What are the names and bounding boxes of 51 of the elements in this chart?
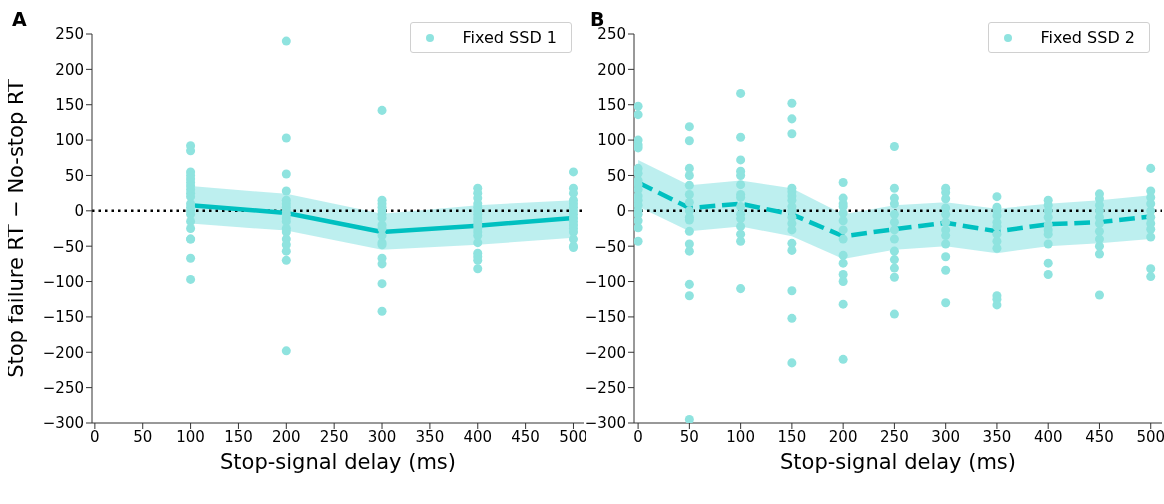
y-axis-title: Stop failure RT − No-stop RT bbox=[4, 78, 29, 378]
y-tick-label: 200 bbox=[597, 60, 626, 79]
x-tick-label: 450 bbox=[1085, 427, 1114, 446]
y-tick-label: −100 bbox=[42, 272, 84, 291]
y-tick-label: 250 bbox=[597, 25, 626, 44]
y-tick-label: 100 bbox=[55, 131, 84, 150]
x-tick-label: 200 bbox=[828, 427, 858, 446]
legend-label: Fixed SSD 1 bbox=[462, 28, 557, 47]
y-tick-label: 200 bbox=[55, 60, 84, 79]
x-tick-label: 500 bbox=[559, 427, 588, 446]
x-axis-title: Stop-signal delay (ms) bbox=[220, 450, 456, 474]
x-tick-label: 400 bbox=[1033, 427, 1063, 446]
y-tick-label: 50 bbox=[64, 166, 84, 185]
y-tick-label: 150 bbox=[55, 96, 84, 115]
y-tick-label: −250 bbox=[584, 378, 626, 397]
y-tick-label: −300 bbox=[42, 414, 84, 433]
x-tick-label: 300 bbox=[931, 427, 960, 446]
x-tick-label: 100 bbox=[726, 427, 755, 446]
x-axis-title: Stop-signal delay (ms) bbox=[780, 450, 1016, 474]
y-tick-label: 0 bbox=[74, 202, 84, 221]
y-tick-label: −250 bbox=[42, 378, 84, 397]
y-tick-label: 100 bbox=[597, 131, 626, 150]
y-tick-label: 150 bbox=[597, 96, 626, 115]
chart-title: A bbox=[12, 8, 27, 30]
y-tick-label: −50 bbox=[594, 237, 626, 256]
y-tick-label: 250 bbox=[55, 25, 84, 44]
x-tick-label: 50 bbox=[133, 427, 153, 446]
x-tick-label: 400 bbox=[463, 427, 493, 446]
y-tick-label: −200 bbox=[42, 343, 84, 362]
x-tick-label: 500 bbox=[1136, 427, 1164, 446]
y-tick-label: −200 bbox=[584, 343, 626, 362]
y-tick-label: −100 bbox=[584, 272, 626, 291]
legend-label: Fixed SSD 2 bbox=[1040, 28, 1135, 47]
x-tick-label: 250 bbox=[880, 427, 909, 446]
y-tick-label: 50 bbox=[606, 166, 626, 185]
x-tick-label: 200 bbox=[271, 427, 301, 446]
x-tick-label: 150 bbox=[777, 427, 807, 446]
y-tick-label: −150 bbox=[584, 308, 626, 327]
x-tick-label: 450 bbox=[511, 427, 540, 446]
x-tick-label: 100 bbox=[176, 427, 205, 446]
x-tick-label: 250 bbox=[319, 427, 349, 446]
x-tick-label: 0 bbox=[633, 427, 643, 446]
x-tick-label: 350 bbox=[415, 427, 445, 446]
x-tick-label: 150 bbox=[224, 427, 253, 446]
x-tick-label: 50 bbox=[679, 427, 699, 446]
x-tick-label: 0 bbox=[90, 427, 100, 446]
y-tick-label: 0 bbox=[616, 202, 626, 221]
x-tick-label: 350 bbox=[982, 427, 1012, 446]
x-tick-label: 300 bbox=[367, 427, 397, 446]
y-tick-label: −50 bbox=[52, 237, 84, 256]
y-tick-label: −150 bbox=[42, 308, 84, 327]
